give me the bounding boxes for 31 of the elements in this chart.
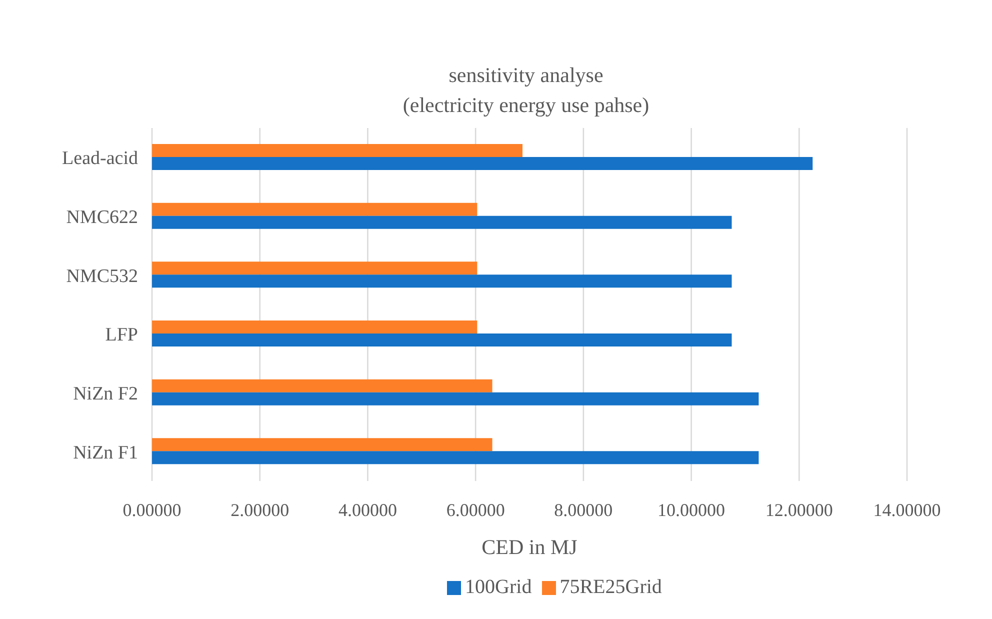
bar (152, 274, 732, 288)
bar (152, 216, 732, 229)
legend-label: 75RE25Grid (560, 576, 662, 598)
y-tick-label: LFP (105, 324, 138, 346)
y-tick-label: NiZn F1 (73, 442, 138, 464)
bar (152, 438, 492, 452)
x-tick-label: 8.00000 (554, 500, 613, 520)
y-tick-label: NMC532 (66, 266, 138, 287)
x-tick-label: 0.00000 (122, 500, 182, 520)
x-tick-label: 6.00000 (446, 500, 505, 520)
bar (152, 379, 492, 392)
legend-label: 100Grid (465, 576, 532, 598)
y-tick-label: Lead-acid (62, 148, 138, 170)
chart-title: sensitivity analyse (448, 62, 604, 89)
bar (152, 157, 813, 170)
x-tick-label: 14.00000 (873, 500, 941, 520)
y-tick-label: NMC622 (66, 206, 138, 228)
x-tick-label: 2.00000 (230, 500, 290, 520)
bar (152, 262, 478, 275)
y-tick-label: NiZn F2 (73, 383, 138, 404)
x-tick-label: 12.00000 (765, 500, 833, 520)
bar (152, 144, 522, 157)
bar (152, 451, 759, 464)
x-tick-label: 4.00000 (338, 500, 397, 520)
bar (152, 334, 732, 346)
bar (152, 202, 478, 216)
chart-subtitle: (electricity energy use pahse) (402, 92, 650, 119)
x-axis-title: CED in MJ (482, 534, 578, 559)
bar (152, 320, 478, 334)
x-tick-label: 10.00000 (658, 500, 726, 520)
bar (152, 392, 759, 406)
